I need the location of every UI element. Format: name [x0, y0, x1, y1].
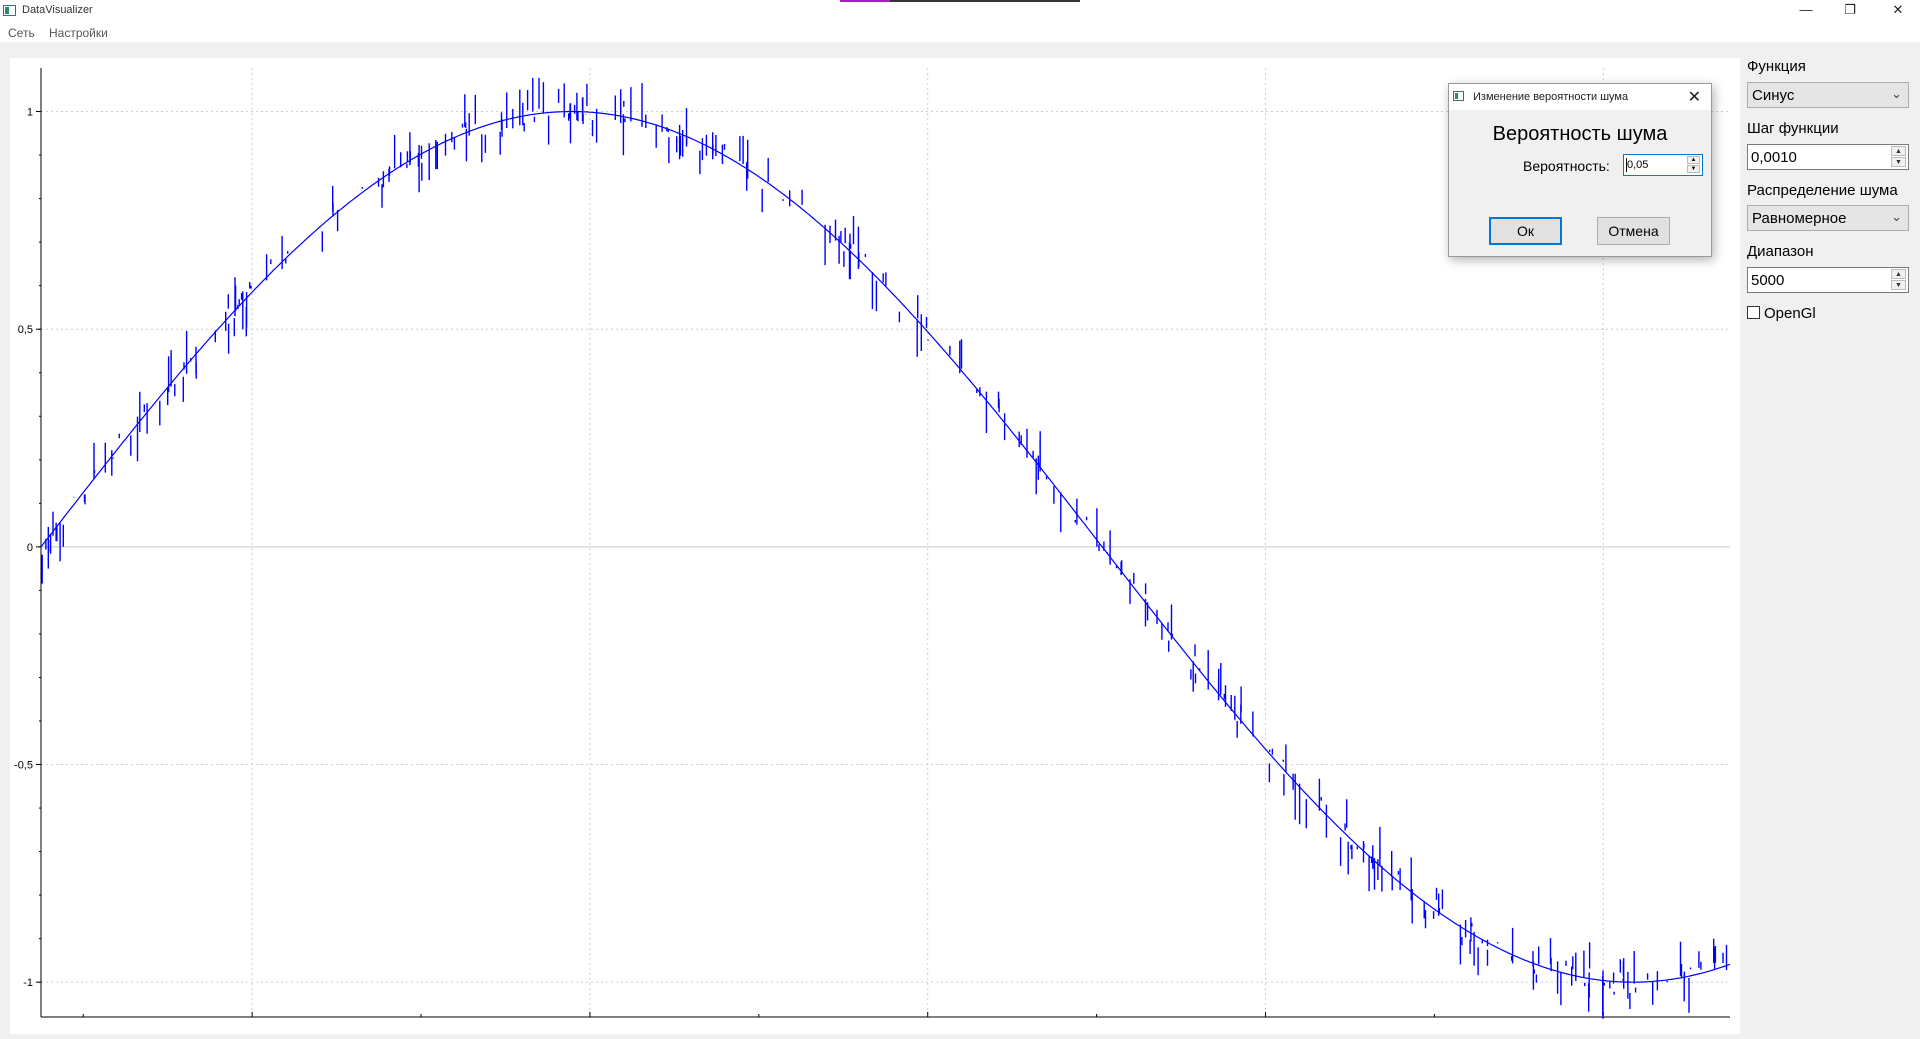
close-window-button[interactable]: ✕: [1892, 2, 1904, 17]
opengl-checkbox[interactable]: OpenGl: [1747, 305, 1816, 322]
opengl-label: OpenGl: [1764, 305, 1816, 322]
range-spinbox[interactable]: 5000 ▲ ▼: [1747, 267, 1909, 293]
title-bar: DataVisualizer — ❐ ✕: [0, 0, 1920, 22]
range-up-arrow-icon[interactable]: ▲: [1891, 269, 1906, 279]
dialog-title: Изменение вероятности шума: [1473, 91, 1629, 103]
checkbox-icon[interactable]: [1747, 306, 1760, 319]
range-label: Диапазон: [1747, 243, 1814, 260]
app-icon: [1453, 91, 1464, 101]
probability-label: Вероятность:: [1523, 158, 1610, 174]
settings-panel: Функция Синус ⌄ Шаг функции 0,0010 ▲ ▼ Р…: [1747, 58, 1920, 958]
y-tick-label: -1: [23, 977, 33, 989]
cancel-button[interactable]: Отмена: [1597, 217, 1670, 245]
title-accent: [840, 0, 1080, 2]
dialog-heading: Вероятность шума: [1492, 123, 1668, 145]
window-title: DataVisualizer: [22, 4, 93, 16]
menu-settings[interactable]: Настройки: [49, 26, 108, 40]
y-tick-label: 0: [27, 542, 33, 554]
noise-probability-dialog: Изменение вероятности шума ✕ Вероятность…: [1448, 83, 1712, 257]
chevron-down-icon: ⌄: [1891, 86, 1902, 101]
text-caret: [1626, 158, 1627, 172]
dialog-title-bar: Изменение вероятности шума ✕: [1449, 84, 1711, 110]
noise-distribution-combo[interactable]: Равномерное ⌄: [1747, 205, 1909, 231]
minimize-button[interactable]: —: [1799, 2, 1813, 17]
step-up-arrow-icon[interactable]: ▲: [1891, 146, 1906, 156]
noise-spikes: [41, 78, 1728, 1019]
function-combo[interactable]: Синус ⌄: [1747, 82, 1909, 108]
close-icon[interactable]: ✕: [1687, 89, 1701, 106]
noise-distribution-value: Равномерное: [1752, 210, 1847, 227]
y-tick-label: 1: [27, 107, 33, 119]
app-icon: [3, 5, 16, 16]
step-value: 0,0010: [1751, 149, 1797, 166]
range-value: 5000: [1751, 272, 1785, 289]
probability-value: 0,05: [1627, 159, 1649, 171]
range-down-arrow-icon[interactable]: ▼: [1891, 280, 1906, 290]
series-line: [40, 110, 1731, 983]
noise-distribution-label: Распределение шума: [1747, 182, 1898, 199]
restore-button[interactable]: ❐: [1844, 2, 1856, 17]
probability-up-arrow-icon[interactable]: ▲: [1687, 156, 1700, 164]
probability-spinbox[interactable]: 0,05 ▲ ▼: [1623, 154, 1703, 176]
y-tick-label: -0,5: [14, 760, 33, 772]
ok-button[interactable]: Ок: [1489, 217, 1562, 245]
y-tick-label: 0,5: [18, 324, 33, 336]
title-accent-highlight: [840, 0, 890, 2]
step-spinbox[interactable]: 0,0010 ▲ ▼: [1747, 144, 1909, 170]
function-label: Функция: [1747, 58, 1806, 75]
step-label: Шаг функции: [1747, 120, 1839, 137]
chevron-down-icon: ⌄: [1891, 209, 1902, 224]
step-down-arrow-icon[interactable]: ▼: [1891, 157, 1906, 167]
chart-svg[interactable]: 1 0,5 0 -0,5 -1: [10, 58, 1773, 1034]
menu-bar: Сеть Настройки: [0, 22, 1920, 42]
function-value: Синус: [1752, 87, 1795, 104]
menu-network[interactable]: Сеть: [8, 26, 35, 40]
probability-down-arrow-icon[interactable]: ▼: [1687, 165, 1700, 173]
